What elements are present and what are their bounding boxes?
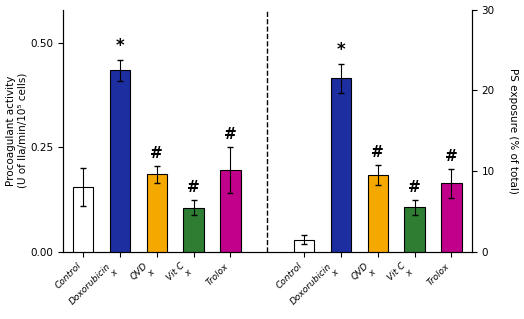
Bar	[220, 170, 241, 252]
Bar	[294, 240, 314, 252]
Y-axis label: PS exposure (% of total): PS exposure (% of total)	[508, 68, 518, 194]
Text: *: *	[116, 37, 124, 55]
Text: #: #	[187, 180, 200, 195]
Text: #: #	[372, 145, 384, 160]
Text: #: #	[408, 180, 421, 195]
Y-axis label: Procoagulant activity
(U of IIa/min/10⁵ cells): Procoagulant activity (U of IIa/min/10⁵ …	[6, 73, 27, 188]
Bar	[405, 207, 425, 252]
Bar	[368, 175, 388, 252]
Text: #: #	[224, 127, 237, 142]
Bar	[73, 187, 93, 252]
Bar	[441, 183, 462, 252]
Bar	[147, 174, 167, 252]
Bar	[183, 208, 204, 252]
Text: #: #	[445, 149, 458, 164]
Text: #: #	[150, 146, 163, 161]
Text: *: *	[336, 41, 345, 59]
Bar	[110, 70, 130, 252]
Bar	[331, 78, 351, 252]
